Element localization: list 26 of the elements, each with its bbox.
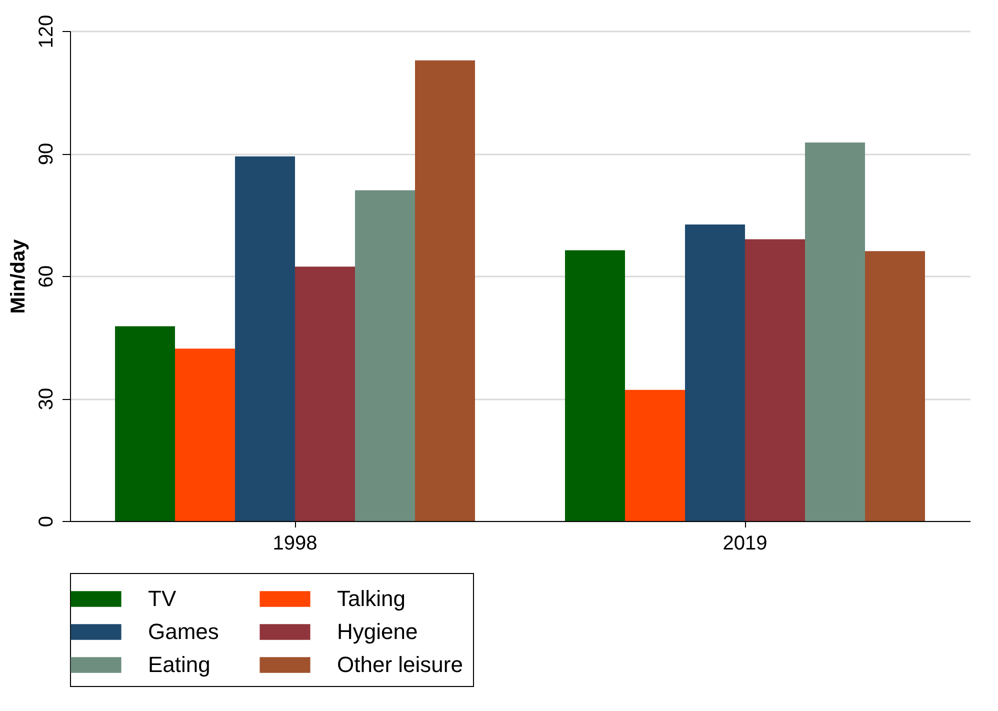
y-tick-label: 90 (36, 142, 58, 166)
bar (295, 266, 355, 521)
y-tick-label: 120 (36, 14, 58, 48)
legend-label: Hygiene (337, 619, 418, 644)
y-tick-label: 0 (36, 516, 58, 528)
x-tick-label: 1998 (272, 532, 318, 554)
legend-label: Other leisure (337, 652, 463, 677)
bar (175, 348, 235, 521)
bar (115, 326, 175, 521)
bar (625, 390, 685, 521)
bar (355, 190, 415, 521)
y-tick-label: 30 (36, 388, 58, 410)
y-axis-title: Min/day (8, 238, 30, 314)
bar (685, 224, 745, 521)
legend-label: Eating (148, 652, 210, 677)
legend-label: TV (148, 586, 176, 611)
legend-label: Games (148, 619, 219, 644)
bar (565, 250, 625, 521)
bar (865, 251, 925, 521)
bar (235, 156, 295, 521)
x-tick-label: 2019 (722, 532, 768, 554)
legend-label: Talking (337, 586, 406, 611)
bar (805, 142, 865, 521)
y-tick-label: 60 (36, 265, 58, 288)
bar (415, 60, 475, 521)
bar (745, 239, 805, 521)
